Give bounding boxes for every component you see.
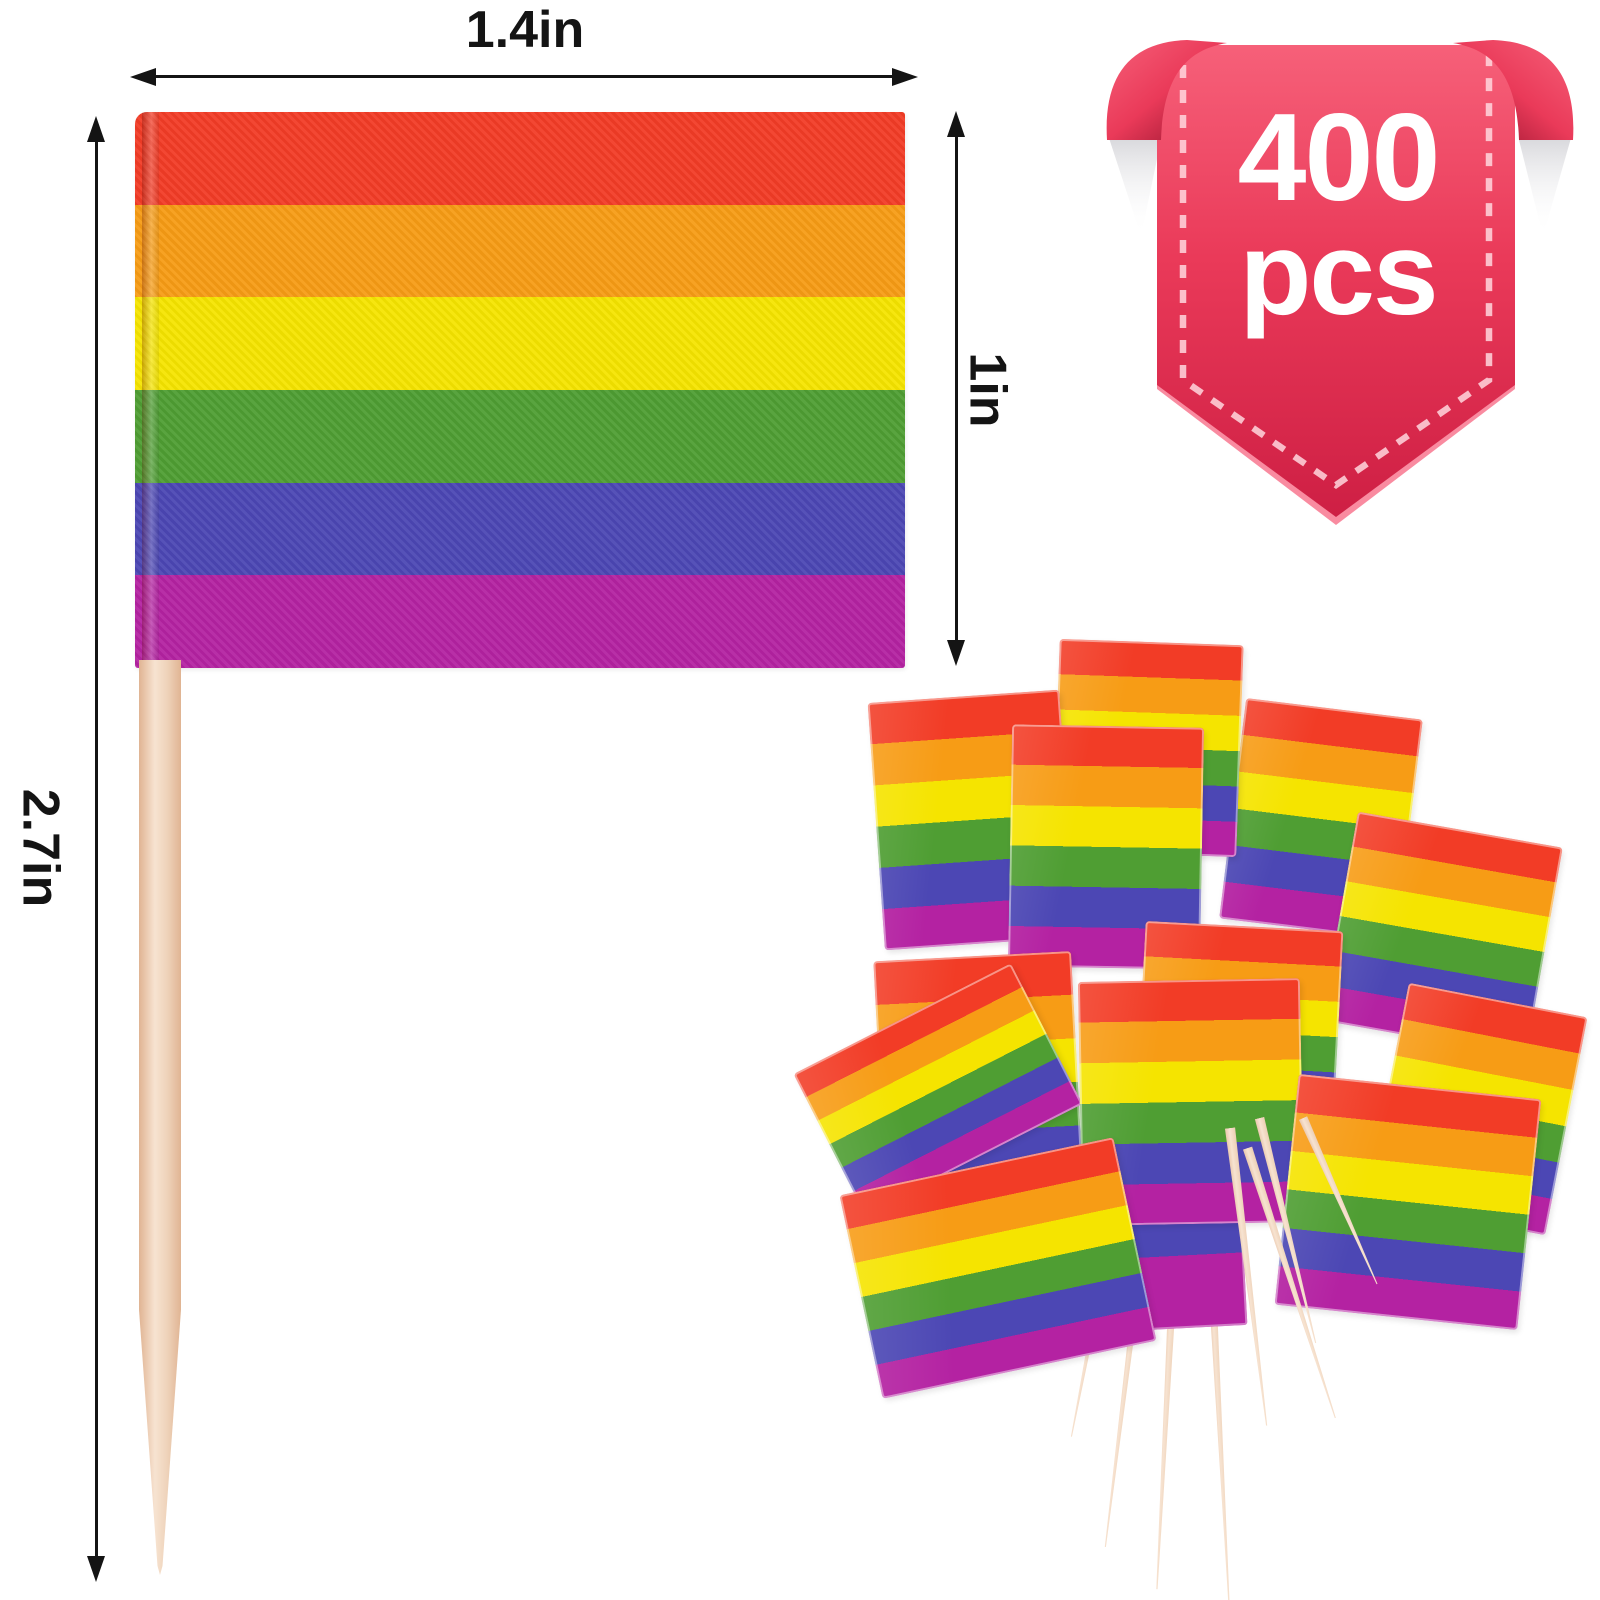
flag-stripe-green [135, 390, 905, 483]
main-toothpick-stick [139, 660, 181, 1575]
ribbon-stitch-border [1179, 40, 1493, 489]
pick-length-label: 2.7in [11, 788, 69, 908]
flag-height-label: 1in [958, 352, 1017, 428]
quantity-badge-ribbon: 400 pcs [1106, 40, 1574, 525]
flag-stripe-orange [135, 204, 905, 298]
cluster-flag [1274, 1073, 1542, 1331]
badge-unit: pcs [1239, 208, 1436, 340]
ribbon-curl-left [1106, 40, 1227, 140]
flag-stripe-red [135, 112, 905, 205]
flag-width-label: 1.4in [465, 1, 585, 59]
ribbon-shadow-wedge-left [1109, 138, 1161, 236]
badge-count: 400 [1238, 89, 1439, 227]
ribbon-body [1157, 45, 1515, 517]
flag-stripe-magenta [135, 575, 905, 668]
flag-stripe-blue [135, 482, 905, 576]
ribbon-shadow-wedge-right [1519, 138, 1571, 236]
main-flag [135, 112, 905, 668]
flag-stripe-yellow [135, 297, 905, 391]
ribbon-curl-right [1453, 40, 1574, 140]
